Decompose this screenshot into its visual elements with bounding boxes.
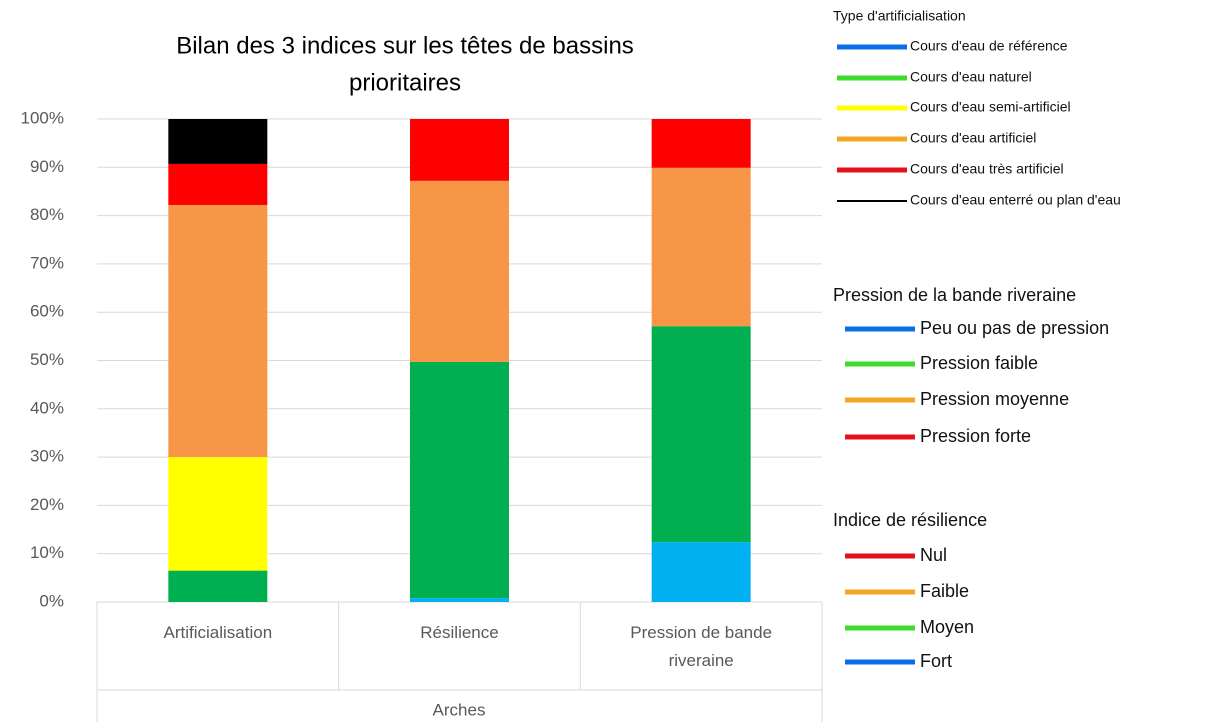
legend-title: Pression de la bande riveraine [833, 285, 1076, 305]
legend-label: Peu ou pas de pression [920, 318, 1109, 338]
bar-segment [168, 163, 268, 205]
legend-label: Cours d'eau très artificiel [910, 161, 1064, 177]
bar-segment [410, 361, 509, 599]
y-tick-label: 30% [30, 447, 64, 466]
x-tick-label: Pression de bande riveraine [630, 623, 772, 670]
legend-label: Moyen [920, 617, 974, 637]
bar-segment [410, 180, 509, 362]
bar-segment [168, 570, 268, 602]
legend-label: Pression forte [920, 426, 1031, 446]
legend-label: Cours d'eau artificiel [910, 130, 1036, 146]
x-axis-label: Arches [433, 700, 486, 719]
y-tick-label: 70% [30, 253, 64, 272]
legend-label: Faible [920, 581, 969, 601]
chart-title: Bilan des 3 indices sur les têtes de bas… [176, 32, 634, 59]
y-tick-label: 90% [30, 157, 64, 176]
y-tick-label: 0% [39, 591, 64, 610]
bar-segment [410, 119, 509, 181]
bar-segment [651, 167, 751, 327]
bar-segment [651, 326, 751, 543]
legend-label: Nul [920, 545, 947, 565]
legend-label: Pression faible [920, 353, 1038, 373]
y-tick-label: 10% [30, 543, 64, 562]
bar-segment [651, 119, 751, 168]
legend-label: Cours d'eau semi-artificiel [910, 99, 1071, 115]
legend-title: Type d'artificialisation [833, 8, 966, 24]
legend-title: Indice de résilience [833, 510, 987, 530]
y-tick-label: 80% [30, 205, 64, 224]
bar-segment [410, 598, 509, 602]
y-tick-label: 20% [30, 495, 64, 514]
bar-segment [168, 119, 268, 164]
legend-label: Cours d'eau naturel [910, 69, 1032, 85]
bar-segment [168, 204, 268, 458]
legend-label: Fort [920, 651, 952, 671]
legend-label: Cours d'eau de référence [910, 38, 1068, 54]
bar-segment [168, 457, 268, 571]
y-tick-label: 50% [30, 350, 64, 369]
y-tick-label: 60% [30, 302, 64, 321]
x-tick-label: Artificialisation [164, 623, 273, 642]
legend-label: Cours d'eau enterré ou plan d'eau [910, 192, 1121, 208]
bar-segment [651, 542, 751, 602]
x-tick-label: Résilience [420, 623, 498, 642]
y-tick-label: 100% [21, 108, 64, 127]
legend-label: Pression moyenne [920, 389, 1069, 409]
chart-subtitle: prioritaires [349, 69, 461, 96]
y-tick-label: 40% [30, 398, 64, 417]
